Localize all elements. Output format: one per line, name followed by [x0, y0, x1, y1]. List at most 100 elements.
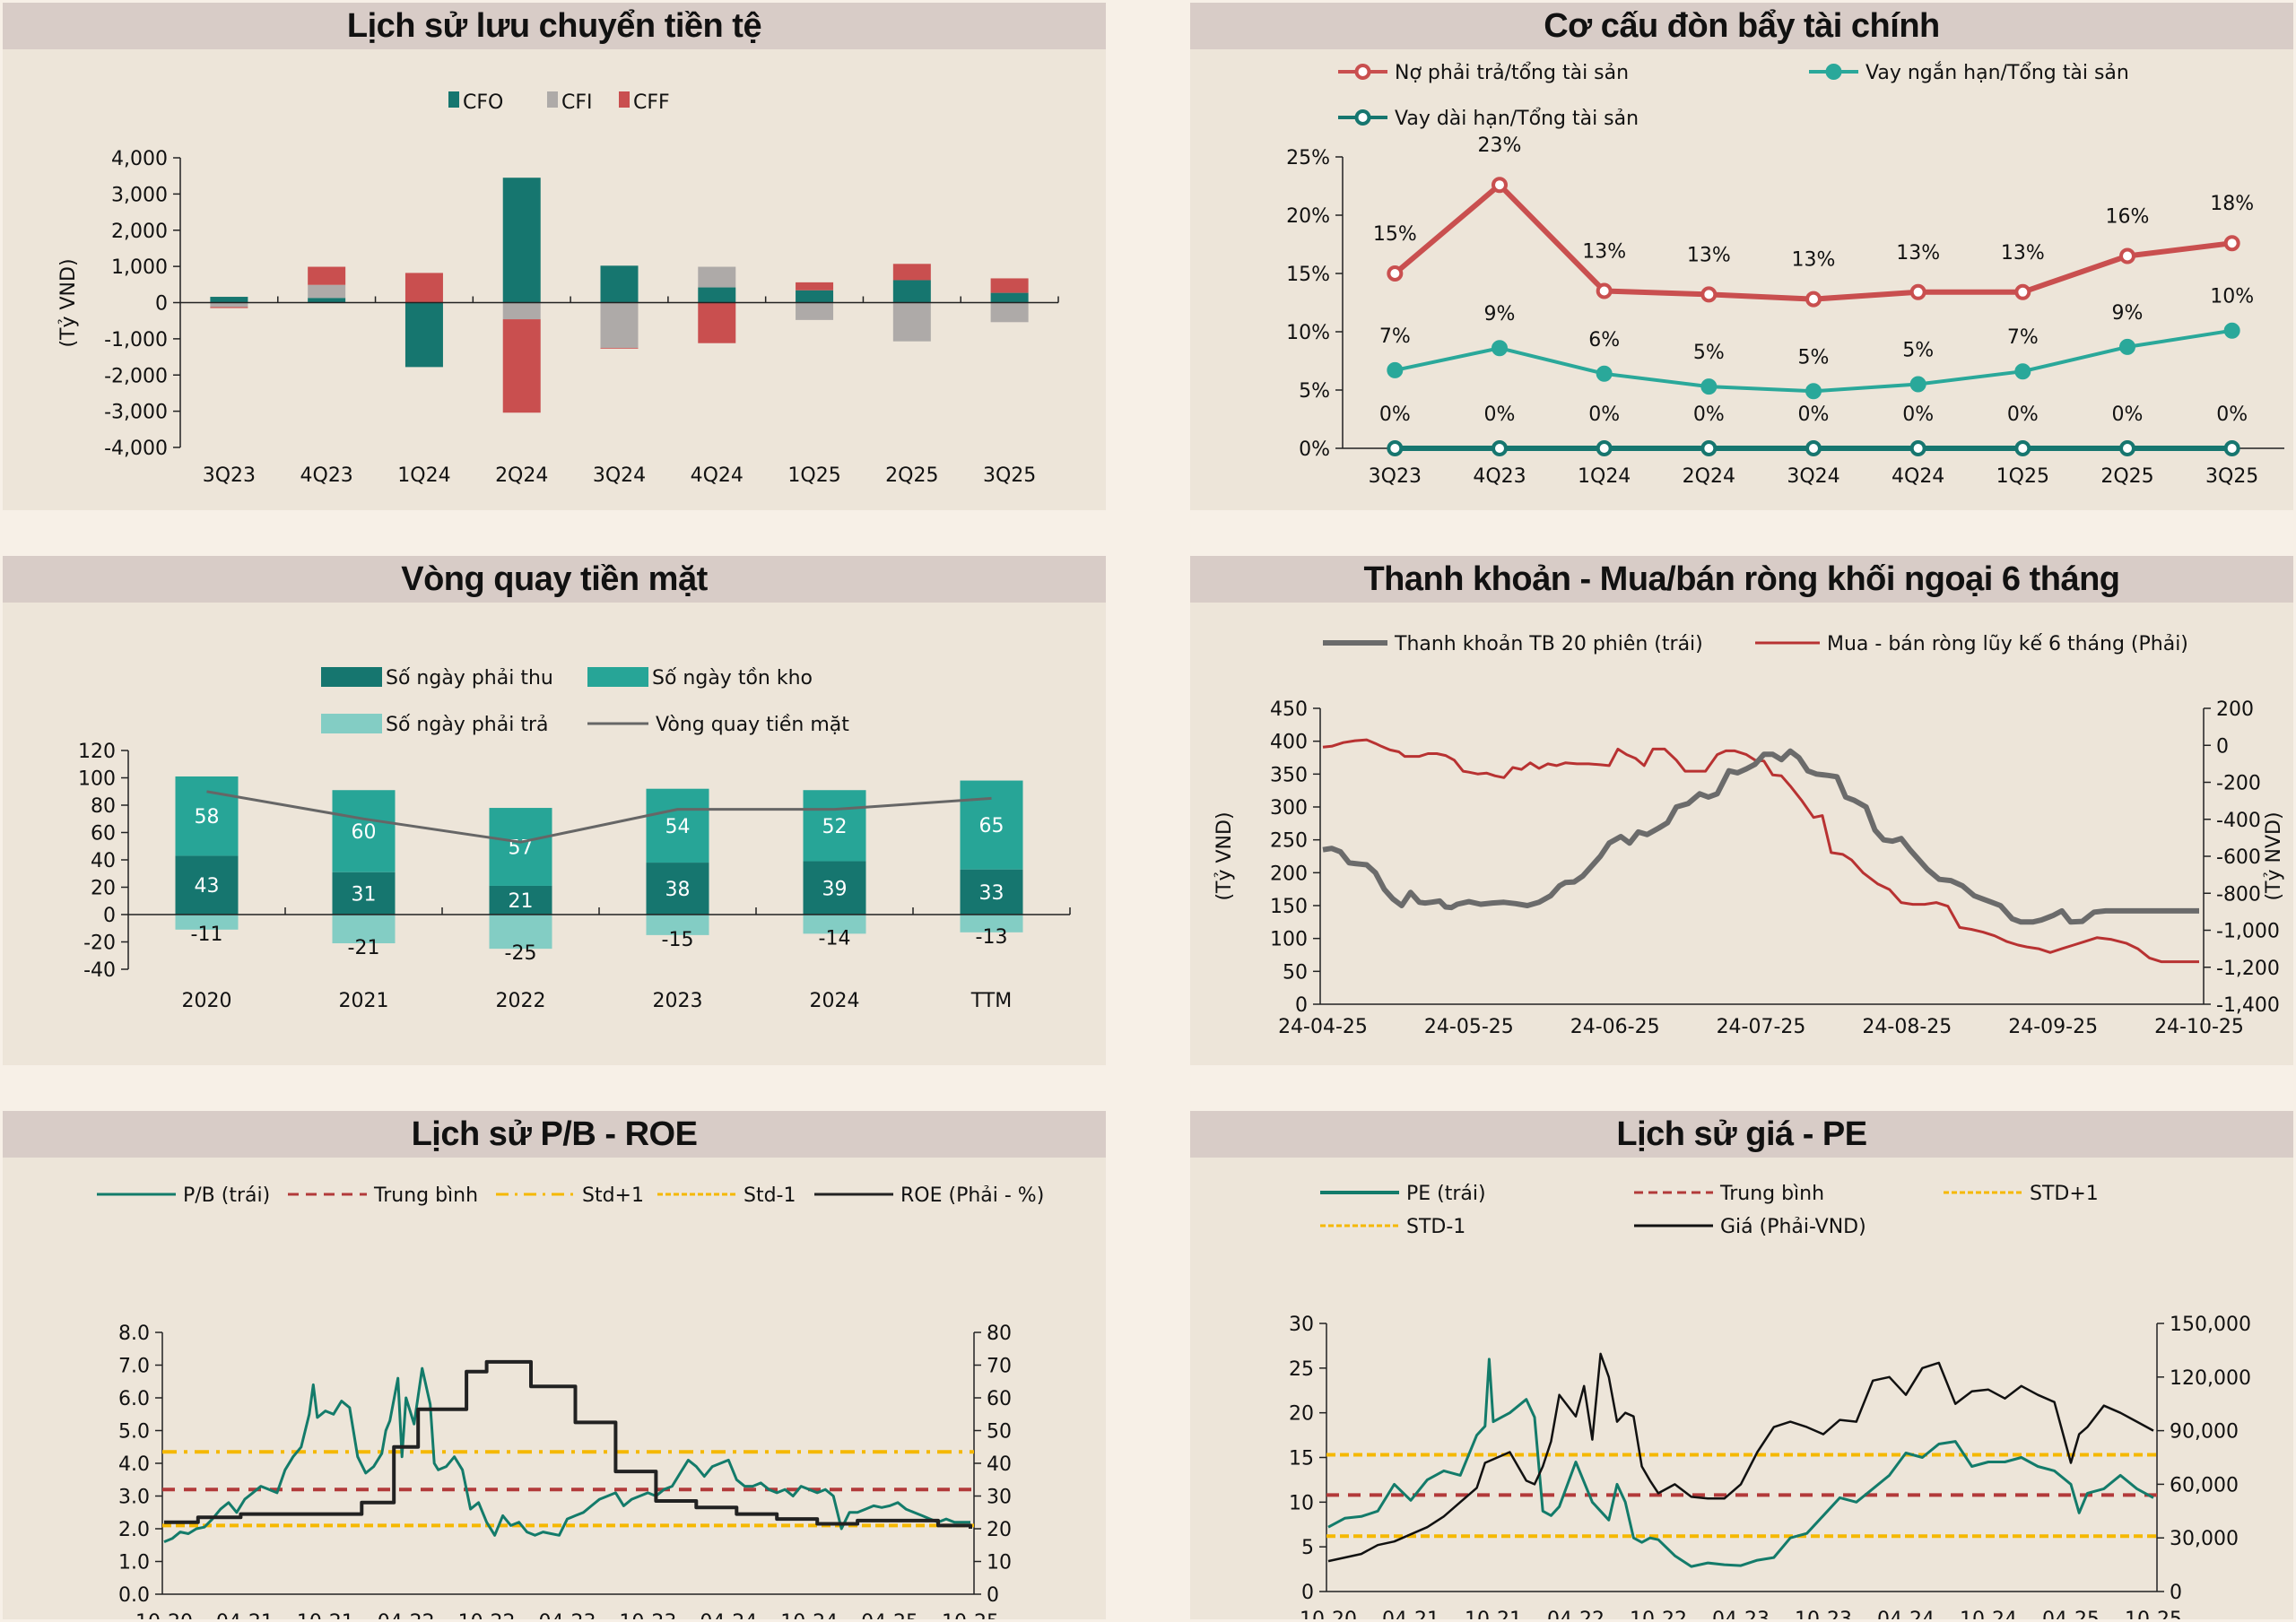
leverage-line-0 [1393, 182, 2233, 302]
cash-cycle-y-axis-tick-label: 60 [91, 823, 116, 846]
liquidity-x-tick-label: 24-05-25 [1424, 1016, 1514, 1038]
leverage-x-tick-label: 1Q24 [1578, 465, 1631, 488]
leverage-point [1700, 440, 1718, 456]
cash-cycle-y-axis-tick-label: 20 [91, 878, 116, 900]
pb-roe-roe-line [164, 1359, 972, 1529]
cash-cycle-bar-payable [489, 915, 552, 950]
leverage-data-label: 0% [1798, 403, 1830, 426]
legend-swatch [321, 667, 382, 687]
legend-label: Thanh khoản TB 20 phiên (trái) [1394, 633, 1703, 655]
cashflow-y-axis-tick-label: -2,000 [104, 365, 168, 387]
leverage-data-label: 5% [1902, 340, 1934, 362]
leverage-title: Cơ cấu đòn bẩy tài chính [1544, 6, 1940, 45]
leverage-point [1492, 440, 1508, 456]
cash-cycle-ccc-line [206, 790, 992, 844]
cashflow-bar-cfi [698, 266, 736, 288]
liquidity-x-tick-label: 24-07-25 [1717, 1016, 1806, 1038]
liquidity-y-axis-left-tick-label: 150 [1270, 896, 1308, 918]
price-pe-y-axis-right-tick-label: 90,000 [2170, 1421, 2239, 1444]
legend-label: Std-1 [744, 1184, 796, 1207]
leverage-data-label: 10% [2210, 286, 2254, 308]
leverage-x-tick-label: 2Q25 [2100, 465, 2153, 488]
liquidity-y-axis-right-tick-label: -1,400 [2216, 994, 2280, 1017]
liquidity-y-label-left: (Tỷ VND) [1213, 811, 1236, 900]
liquidity-y-axis-left-tick-label: 200 [1270, 863, 1308, 885]
pb-roe-x-tick-label: 10-21 [297, 1611, 354, 1619]
cash-cycle-bar-receivable [803, 861, 866, 915]
cash-cycle-payable-label: -11 [191, 924, 223, 946]
leverage-data-label: 5% [1693, 342, 1725, 364]
leverage-point [2014, 283, 2031, 300]
price-pe-x-tick-label: 04-21 [1382, 1609, 1439, 1619]
cashflow-y-label: (Tỷ VND) [57, 258, 80, 347]
legend-label: Giá (Phải-VND) [1720, 1216, 1866, 1238]
pb-roe-y-axis-left-tick-label: 5.0 [118, 1421, 150, 1444]
leverage-point [1909, 440, 1926, 456]
leverage-data-label: 6% [1588, 329, 1620, 351]
leverage-point [1909, 376, 1926, 393]
cashflow-bar-cff [698, 302, 736, 343]
pb-roe-y-axis-right-tick-label: 20 [987, 1519, 1012, 1541]
leverage-data-label: 0% [1693, 403, 1725, 426]
liquidity-y-axis-left-tick-label: 100 [1270, 929, 1308, 951]
leverage-data-label: 13% [1687, 244, 1731, 266]
cashflow-x-tick-label: 3Q25 [983, 464, 1036, 487]
leverage-point [1700, 286, 1718, 303]
cash-cycle-chart: Số ngày phải thu Số ngày tồn kho Số ngày p… [78, 667, 1071, 1012]
leverage-data-label: 18% [2210, 193, 2254, 215]
legend-label: Số ngày phải thu [386, 667, 553, 690]
liquidity-y-axis-left-tick-label: 0 [1295, 994, 1308, 1017]
cash-cycle-bar-receivable [960, 869, 1023, 915]
leverage-point [2014, 440, 2031, 456]
cash-cycle-payable-label: -25 [505, 942, 537, 965]
legend-label: Vay dài hạn/Tổng tài sản [1395, 108, 1639, 130]
cashflow-bar-cfi [308, 284, 346, 299]
cash-cycle-bar-inventory [175, 776, 239, 856]
price-pe-x-tick-label: 04-25 [2042, 1609, 2100, 1619]
cashflow-y-axis-tick-label: -1,000 [104, 329, 168, 351]
liquidity-y-axis-left-tick-label: 50 [1283, 961, 1308, 984]
cashflow-bar-cfi [600, 302, 639, 348]
leverage-data-label: 13% [1896, 242, 1940, 265]
legend-label: STD+1 [2030, 1183, 2099, 1205]
pb-roe-y-axis-left-tick-label: 6.0 [118, 1388, 150, 1410]
cash-cycle-payable-label: -21 [348, 937, 380, 959]
cash-cycle-header: Vòng quay tiền mặt [3, 556, 1106, 603]
pb-roe-x-tick-label: 10-23 [619, 1611, 676, 1619]
pb-roe-panel: Lịch sử P/B - ROE P/B (trái) Trung bình St… [3, 1111, 1106, 1619]
cash-cycle-inventory-label: 58 [195, 806, 220, 828]
cash-cycle-y-axis-tick-label: 120 [78, 741, 116, 763]
legend-label: STD-1 [1406, 1216, 1465, 1238]
cashflow-bar-cff [990, 278, 1029, 293]
leverage-data-label: 23% [1478, 134, 1522, 157]
cashflow-bar-cfo [308, 298, 346, 303]
price-pe-y-axis-left-tick-label: 0 [1301, 1582, 1314, 1604]
leverage-point [1596, 365, 1613, 382]
liquidity-panel: Thanh khoản - Mua/bán ròng khối ngoại 6 … [1190, 556, 2293, 1065]
cash-cycle-x-tick-label: 2020 [182, 990, 232, 1012]
pb-roe-y-axis-left-tick-label: 0.0 [118, 1584, 150, 1607]
leverage-y-axis-tick-label: 15% [1286, 264, 1330, 286]
liquidity-x-tick-label: 24-09-25 [2008, 1016, 2098, 1038]
cash-cycle-receivable-label: 33 [979, 882, 1004, 905]
pb-roe-chart: P/B (trái) Trung bình Std+1 Std-1 ROE (Phải … [97, 1184, 1044, 1619]
leverage-x-tick-label: 3Q25 [2205, 465, 2258, 488]
cashflow-bar-cff [308, 266, 346, 285]
price-pe-y-axis-left-tick-label: 10 [1289, 1492, 1314, 1514]
cash-cycle-bar-inventory [803, 790, 866, 862]
liquidity-x-tick-label: 24-10-25 [2154, 1016, 2244, 1038]
cash-cycle-inventory-label: 60 [352, 821, 377, 844]
cashflow-x-tick-label: 2Q24 [495, 464, 548, 487]
cashflow-bar-cfo [796, 290, 834, 303]
pb-roe-y-axis-right-tick-label: 30 [987, 1487, 1012, 1509]
pb-roe-title: Lịch sử P/B - ROE [411, 1115, 698, 1153]
cash-cycle-bar-payable [960, 915, 1023, 932]
pb-roe-y-axis-left-tick-label: 7.0 [118, 1356, 150, 1378]
liquidity-y-axis-left-tick-label: 350 [1270, 764, 1308, 786]
cash-cycle-bar-inventory [960, 780, 1023, 870]
liquidity-avg-line [1322, 748, 2199, 925]
cash-cycle-y-axis-tick-label: -20 [83, 932, 116, 955]
cash-cycle-bar-payable [175, 915, 239, 930]
leverage-point [1387, 440, 1404, 456]
price-pe-y-axis-right-tick-label: 30,000 [2170, 1528, 2239, 1550]
